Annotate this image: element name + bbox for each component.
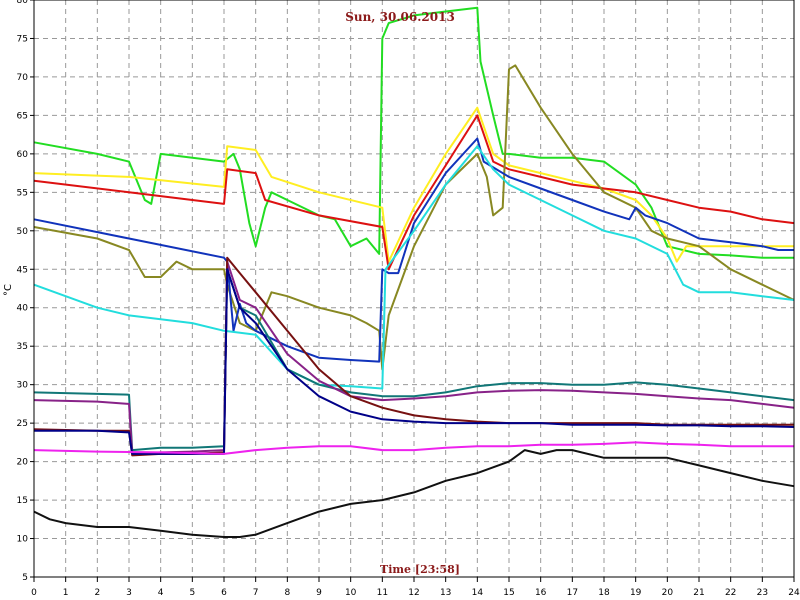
series-line-11 xyxy=(33,441,794,455)
x-tick-label: 7 xyxy=(253,588,259,598)
x-tick-label: 6 xyxy=(221,588,227,598)
series-lines xyxy=(33,6,795,538)
y-tick-label: 15 xyxy=(17,496,28,506)
y-tick-label: 20 xyxy=(17,458,29,468)
x-tick-label: 3 xyxy=(126,588,132,598)
x-tick-label: 11 xyxy=(377,588,388,598)
y-tick-label: 70 xyxy=(17,73,29,83)
x-tick-label: 19 xyxy=(630,588,642,598)
x-tick-label: 8 xyxy=(284,588,290,598)
x-tick-label: 2 xyxy=(94,588,100,598)
axis-ticks: 0 1 2 3 4 5 6 7 8 9 10 11 12 13 14 15 16 17 18 19 20 21 22 23 24… xyxy=(17,0,800,598)
x-tick-label: 17 xyxy=(567,588,578,598)
plot-frame xyxy=(33,0,795,578)
y-tick-label: 65 xyxy=(17,111,28,121)
x-tick-label: 12 xyxy=(408,588,419,598)
x-tick-label: 4 xyxy=(158,588,164,598)
x-tick-label: 1 xyxy=(63,588,69,598)
grid xyxy=(34,0,794,577)
x-axis-label: Time [23:58] xyxy=(380,563,460,576)
y-axis-label: °C xyxy=(3,284,14,296)
y-tick-label: 35 xyxy=(17,342,28,352)
y-tick-label: 30 xyxy=(17,381,29,391)
x-tick-label: 18 xyxy=(598,588,610,598)
x-tick-label: 5 xyxy=(189,588,195,598)
y-tick-label: 45 xyxy=(17,265,28,275)
x-tick-label: 9 xyxy=(316,588,322,598)
chart-title: Sun, 30.06.2013 xyxy=(345,10,455,24)
y-tick-label: 80 xyxy=(17,0,29,6)
series-line-2 xyxy=(33,106,794,263)
y-tick-label: 5 xyxy=(22,573,28,583)
series-line-10 xyxy=(34,268,795,455)
series-line-12 xyxy=(33,449,795,538)
y-tick-label: 55 xyxy=(17,188,28,198)
x-tick-label: 23 xyxy=(757,588,768,598)
series-line-5 xyxy=(33,137,794,363)
x-tick-label: 22 xyxy=(725,588,736,598)
x-tick-label: 24 xyxy=(788,588,800,598)
y-tick-label: 75 xyxy=(17,34,28,44)
x-tick-label: 0 xyxy=(31,588,37,598)
y-tick-label: 40 xyxy=(17,304,29,314)
x-tick-label: 16 xyxy=(535,588,547,598)
x-tick-label: 15 xyxy=(503,588,514,598)
series-line-7 xyxy=(33,268,795,452)
x-tick-label: 14 xyxy=(472,588,484,598)
x-tick-label: 13 xyxy=(440,588,451,598)
x-tick-label: 20 xyxy=(662,588,674,598)
y-tick-label: 60 xyxy=(17,150,29,160)
series-line-3 xyxy=(33,114,795,271)
y-tick-label: 25 xyxy=(17,419,28,429)
x-tick-label: 21 xyxy=(693,588,704,598)
y-tick-label: 50 xyxy=(17,227,29,237)
x-tick-label: 10 xyxy=(345,588,357,598)
series-line-6 xyxy=(33,145,795,390)
y-tick-label: 10 xyxy=(17,535,29,545)
